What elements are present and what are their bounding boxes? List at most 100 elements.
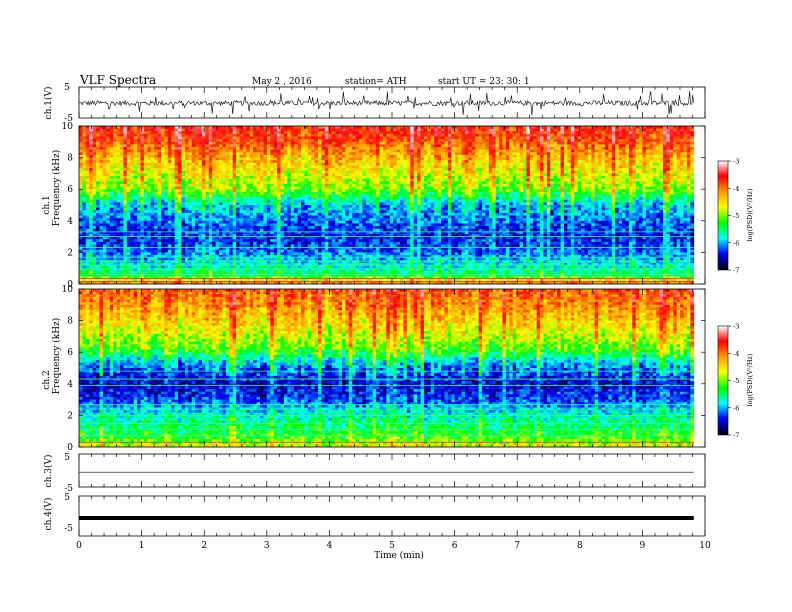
spectrogram-cell bbox=[591, 178, 596, 182]
spectrogram-cell bbox=[362, 181, 367, 185]
spectrogram-cell bbox=[464, 152, 469, 156]
spectrogram-cell bbox=[604, 160, 609, 164]
spectrogram-cell bbox=[536, 183, 541, 187]
spectrogram-cell bbox=[563, 149, 568, 153]
spectrogram-cell bbox=[611, 136, 616, 140]
spectrogram-cell bbox=[328, 128, 333, 132]
spectrogram-cell bbox=[410, 160, 415, 164]
spectrogram-cell bbox=[427, 183, 432, 187]
spectrogram-cell bbox=[345, 147, 350, 151]
spectrogram-cell bbox=[461, 144, 466, 148]
spectrogram-cell bbox=[102, 154, 107, 158]
spectrogram-cell bbox=[389, 191, 394, 195]
spectrogram-cell bbox=[680, 165, 684, 169]
spectrogram-cell bbox=[543, 152, 548, 156]
spectrogram-cell bbox=[458, 141, 462, 145]
spectrogram-cell bbox=[113, 157, 117, 161]
spectrogram-cell bbox=[304, 141, 309, 145]
spectrogram-cell bbox=[181, 144, 186, 148]
spectrogram-cell bbox=[642, 189, 647, 193]
spectrogram-cell bbox=[154, 136, 158, 140]
spectrogram-cell bbox=[512, 133, 517, 137]
spectrogram-cell bbox=[160, 173, 165, 177]
spectrogram-cell bbox=[328, 186, 333, 190]
spectrogram-cell bbox=[359, 131, 363, 135]
spectrogram-cell bbox=[191, 186, 196, 190]
spectrogram-cell bbox=[451, 152, 456, 156]
spectrogram-cell bbox=[160, 181, 165, 185]
spectrogram-cell bbox=[239, 149, 244, 153]
spectrogram-cell bbox=[628, 149, 633, 153]
spectrogram-cell bbox=[676, 139, 681, 143]
spectrogram-cell bbox=[300, 170, 305, 174]
spectrogram-cell bbox=[201, 194, 206, 198]
spectrogram-cell bbox=[656, 149, 660, 153]
spectrogram-cell bbox=[427, 154, 432, 158]
spectrogram-cell bbox=[219, 131, 223, 135]
spectrogram-cell bbox=[550, 194, 555, 198]
spectrogram-cell bbox=[444, 194, 449, 198]
spectrogram-cell bbox=[246, 131, 251, 135]
spectrogram-cell bbox=[266, 133, 271, 137]
spectrogram-cell bbox=[178, 162, 182, 166]
spectrogram-cell bbox=[591, 157, 596, 161]
spectrogram-cell bbox=[437, 141, 442, 145]
spectrogram-cell bbox=[488, 165, 493, 169]
spectrogram-cell bbox=[396, 126, 401, 130]
spectrogram-cell bbox=[164, 131, 169, 135]
spectrogram-cell bbox=[485, 186, 490, 190]
spectrogram-cell bbox=[335, 144, 339, 148]
spectrogram-cell bbox=[584, 162, 589, 166]
spectrogram-cell bbox=[307, 126, 312, 130]
spectrogram-cell bbox=[690, 194, 695, 198]
spectrogram-cell bbox=[645, 194, 650, 198]
spectrogram-cell bbox=[611, 149, 616, 153]
spectrogram-cell bbox=[184, 160, 189, 164]
spectrogram-cell bbox=[338, 141, 343, 145]
spectrogram-cell bbox=[608, 147, 613, 151]
spectrogram-cell bbox=[198, 126, 203, 130]
spectrogram-cell bbox=[601, 186, 606, 190]
spectrogram-cell bbox=[287, 194, 292, 198]
spectrogram-cell bbox=[188, 165, 193, 169]
spectrogram-cell bbox=[355, 152, 360, 156]
spectrogram-cell bbox=[410, 189, 415, 193]
spectrogram-cell bbox=[96, 147, 100, 151]
spectrogram-cell bbox=[314, 144, 319, 148]
spectrogram-cell bbox=[198, 133, 203, 137]
spectrogram-cell bbox=[246, 194, 251, 198]
spectrogram-cell bbox=[471, 128, 476, 132]
spectrogram-cell bbox=[516, 181, 520, 185]
spectrogram-cell bbox=[557, 133, 561, 137]
spectrogram-cell bbox=[85, 157, 90, 161]
spectrogram-cell bbox=[410, 162, 415, 166]
spectrogram-cell bbox=[591, 173, 596, 177]
spectrogram-cell bbox=[464, 160, 469, 164]
spectrogram-cell bbox=[164, 157, 169, 161]
spectrogram-cell bbox=[540, 144, 544, 148]
spectrogram-cell bbox=[246, 147, 251, 151]
spectrogram-cell bbox=[188, 176, 193, 180]
spectrogram-cell bbox=[481, 147, 486, 151]
spectrogram-cell bbox=[232, 165, 237, 169]
spectrogram-cell bbox=[331, 141, 336, 145]
spectrogram-cell bbox=[85, 144, 90, 148]
spectrogram-cell bbox=[198, 157, 203, 161]
spectrogram-cell bbox=[663, 126, 667, 130]
spectrogram-cell bbox=[516, 144, 520, 148]
spectrogram-cell bbox=[198, 168, 203, 172]
spectrogram-cell bbox=[229, 131, 234, 135]
spectrogram-cell bbox=[437, 173, 442, 177]
spectrogram-cell bbox=[666, 136, 671, 140]
spectrogram-cell bbox=[188, 168, 193, 172]
spectrogram-cell bbox=[304, 147, 309, 151]
spectrogram-cell bbox=[341, 131, 346, 135]
spectrogram-cell bbox=[540, 191, 544, 195]
spectrogram-cell bbox=[143, 139, 148, 143]
spectrogram-cell bbox=[229, 157, 234, 161]
spectrogram-cell bbox=[683, 181, 688, 185]
spectrogram-cell bbox=[567, 173, 572, 177]
spectrogram-cell bbox=[570, 133, 575, 137]
spectrogram-cell bbox=[174, 126, 179, 130]
spectrogram-cell bbox=[430, 144, 435, 148]
